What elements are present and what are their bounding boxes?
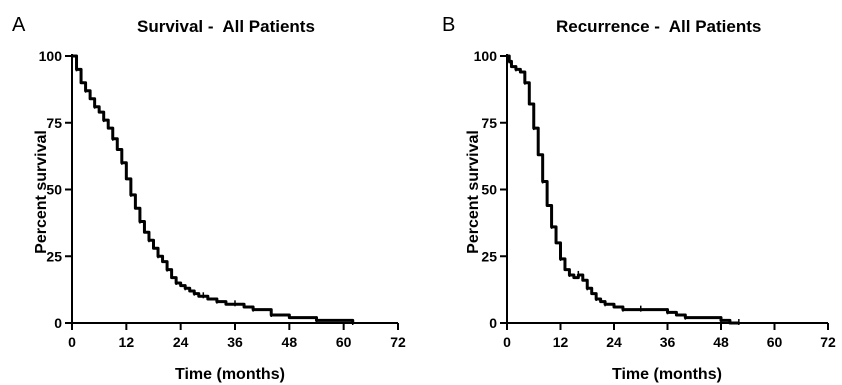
y-tick-label: 25 <box>481 248 497 264</box>
y-axis-label: Percent survival <box>33 130 50 254</box>
y-tick-label: 75 <box>46 115 62 131</box>
x-axis-label: Time (months) <box>612 366 722 383</box>
chart-plot-b: 0 12 24 36 48 60 72 0 25 50 75 100 <box>474 48 836 350</box>
x-tick-label: 48 <box>713 334 729 350</box>
x-tick-label: 48 <box>282 334 298 350</box>
x-tick-label: 0 <box>503 334 511 350</box>
chart-plot-a: 0 12 24 36 48 60 72 0 25 50 75 100 <box>39 48 406 350</box>
x-tick-label: 0 <box>68 334 76 350</box>
x-tick-label: 12 <box>553 334 569 350</box>
y-tick-label: 100 <box>474 48 498 64</box>
y-tick-label: 25 <box>46 248 62 264</box>
x-tick-label: 24 <box>606 334 622 350</box>
panel-a: A Survival - All Patients 0 12 24 36 48 60 72 0… <box>12 14 406 383</box>
y-tick-label: 50 <box>481 182 497 198</box>
survival-curve <box>507 54 739 325</box>
y-tick-label: 0 <box>54 315 62 331</box>
y-axis-label: Percent survival <box>465 130 482 254</box>
x-tick-label: 12 <box>119 334 135 350</box>
chart-title: Survival - All Patients <box>137 17 315 36</box>
chart-title: Recurrence - All Patients <box>556 17 762 36</box>
x-tick-label: 72 <box>820 334 836 350</box>
x-tick-label: 72 <box>390 334 406 350</box>
x-axis-label: Time (months) <box>175 366 285 383</box>
y-tick-label: 50 <box>46 182 62 198</box>
survival-curve <box>72 54 355 323</box>
x-tick-label: 36 <box>227 334 243 350</box>
x-tick-label: 36 <box>660 334 676 350</box>
panel-b: B Recurrence - All Patients 0 12 24 36 48 60 7… <box>436 0 842 385</box>
x-tick-label: 24 <box>173 334 189 350</box>
panel-label: A <box>12 14 26 36</box>
panel-label: B <box>442 14 456 36</box>
y-tick-label: 0 <box>489 315 497 331</box>
y-tick-label: 100 <box>39 48 63 64</box>
x-tick-label: 60 <box>767 334 783 350</box>
y-tick-label: 75 <box>481 115 497 131</box>
x-tick-label: 60 <box>336 334 352 350</box>
